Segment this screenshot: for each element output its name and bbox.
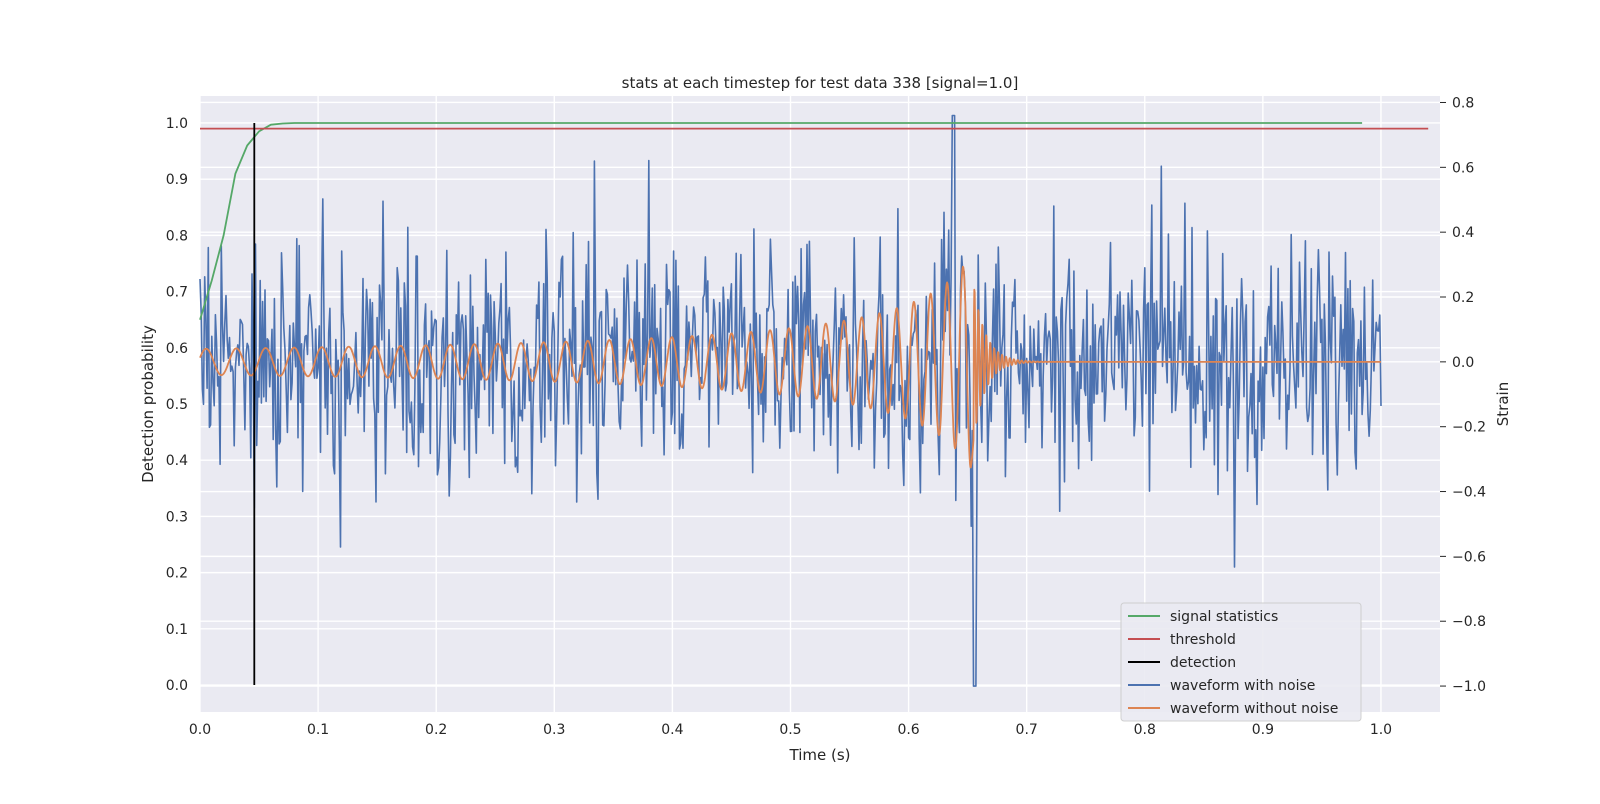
y-right-tick-label: 0.2 <box>1452 290 1474 306</box>
y-axis-left: 0.0 0.1 0.2 0.3 0.4 0.5 0.6 0.7 0.8 0.9 1.0 <box>166 116 188 694</box>
legend-label-detection: detection <box>1170 655 1236 671</box>
chart-title: stats at each timestep for test data 338… <box>622 74 1019 92</box>
legend-label-signal-statistics: signal statistics <box>1170 609 1278 625</box>
y-left-tick-label: 0.8 <box>166 228 188 244</box>
x-tick-label: 0.6 <box>897 722 919 738</box>
y-left-tick-label: 0.0 <box>166 678 188 694</box>
y-right-tick-label: 0.8 <box>1452 95 1474 111</box>
y-left-tick-label: 0.3 <box>166 509 188 525</box>
x-tick-label: 0.1 <box>307 722 329 738</box>
y-right-tick-label: −0.2 <box>1452 420 1486 436</box>
y-left-tick-label: 0.1 <box>166 622 188 638</box>
y-right-tick-label: 0.4 <box>1452 225 1474 241</box>
y-left-tick-label: 0.6 <box>166 341 188 357</box>
y-left-tick-label: 1.0 <box>166 116 188 132</box>
legend-box <box>1120 602 1362 722</box>
y-right-tick-label: −0.4 <box>1452 485 1486 501</box>
y-right-tick-label: −1.0 <box>1452 679 1486 695</box>
x-tick-label: 0.4 <box>661 722 683 738</box>
series-waveform-without-noise <box>199 265 1382 469</box>
series-layer <box>199 114 1429 687</box>
x-tick-label: 0.2 <box>425 722 447 738</box>
y-axis-right: −1.0 −0.8 −0.6 −0.4 −0.2 0.0 0.2 0.4 0.6 0.8 <box>1440 95 1486 695</box>
x-tick-label: 0.8 <box>1134 722 1156 738</box>
y-left-tick-label: 0.9 <box>166 172 188 188</box>
x-tick-label: 0.9 <box>1252 722 1274 738</box>
y-left-tick-label: 0.2 <box>166 566 188 582</box>
x-axis-label: Time (s) <box>789 746 851 764</box>
y-right-tick-label: −0.8 <box>1452 614 1486 630</box>
y-left-tick-label: 0.4 <box>166 453 188 469</box>
x-axis: 0.0 0.1 0.2 0.3 0.4 0.5 0.6 0.7 0.8 0.9 1.0 <box>189 722 1392 738</box>
legend-label-threshold: threshold <box>1170 632 1236 648</box>
y-right-tick-label: 0.0 <box>1452 355 1474 371</box>
x-tick-label: 0.3 <box>543 722 565 738</box>
x-tick-label: 0.0 <box>189 722 211 738</box>
legend: signal statistics threshold detection wa… <box>1120 602 1362 722</box>
legend-label-waveform-without-noise: waveform without noise <box>1170 701 1338 717</box>
legend-label-waveform-with-noise: waveform with noise <box>1170 678 1315 694</box>
x-tick-label: 0.5 <box>779 722 801 738</box>
x-tick-label: 0.7 <box>1016 722 1038 738</box>
series-signal-statistics <box>199 122 1363 320</box>
y-axis-right-label: Strain <box>1494 382 1512 426</box>
y-right-tick-label: 0.6 <box>1452 160 1474 176</box>
series-waveform-with-noise <box>199 114 1382 687</box>
y-left-tick-label: 0.7 <box>166 285 188 301</box>
x-tick-label: 1.0 <box>1370 722 1392 738</box>
y-axis-left-label: Detection probability <box>139 325 157 483</box>
y-right-tick-label: −0.6 <box>1452 549 1486 565</box>
y-left-tick-label: 0.5 <box>166 397 188 413</box>
